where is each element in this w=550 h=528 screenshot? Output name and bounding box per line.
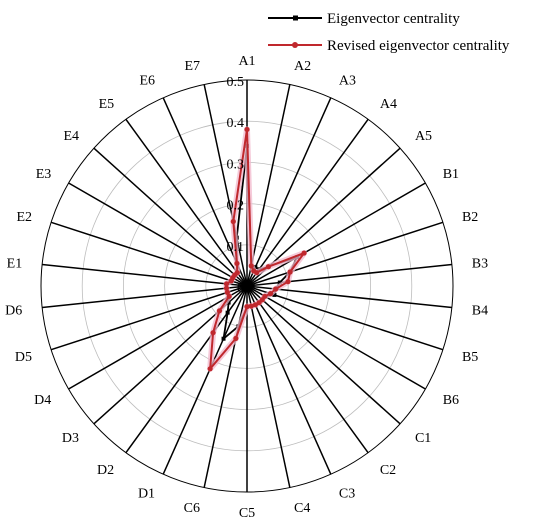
r-tick-label: 0 [237,281,244,296]
spoke-b6 [246,285,426,390]
legend-label: Eigenvector centrality [327,11,460,27]
spoke-e7 [203,84,248,287]
axis-label-a1: A1 [238,54,255,69]
spoke-d1 [162,285,248,475]
data-point [224,289,231,295]
spoke-d5 [50,285,248,351]
axis-label-b5: B5 [462,350,478,365]
spoke-d6 [42,285,248,309]
spoke-c4 [246,285,291,488]
spoke-e4 [93,147,248,287]
axis-label-c6: C6 [184,501,200,516]
data-point [225,310,230,315]
spoke-b1 [246,182,426,287]
legend-label: Revised eigenvector centrality [327,38,510,54]
spoke-b2 [246,221,444,287]
axis-label-b2: B2 [462,210,478,225]
axis-label-a3: A3 [339,74,356,89]
legend-marker [292,42,298,48]
axis-label-e6: E6 [140,74,156,89]
axis-label-c5: C5 [239,506,255,521]
axis-label-e3: E3 [36,167,52,182]
axis-label-e1: E1 [7,256,23,271]
spoke-b5 [246,285,444,351]
axis-label-d1: D1 [138,486,155,501]
axis-label-e4: E4 [63,129,79,144]
data-point [248,263,254,269]
r-tick-label: 0.5 [227,75,245,90]
data-point [244,126,250,133]
data-point [253,265,258,270]
data-point [265,264,272,270]
spoke-b4 [246,285,452,309]
axis-label-d3: D3 [62,431,79,446]
axis-label-c1: C1 [415,431,431,446]
spoke-e2 [50,221,248,287]
data-point [233,335,239,341]
spoke-e3 [68,182,248,287]
spoke-e6 [162,97,248,287]
axis-label-c3: C3 [339,486,355,501]
spoke-a2 [246,84,291,287]
axis-label-e5: E5 [99,97,115,112]
axis-label-a5: A5 [415,129,432,144]
data-point [285,279,291,285]
radar-labels: 0 0.1 0.2 0.3 0.4 0.5 A1 A2 A3 A4 A5 B1 B2 B3 B4 B5 B6 C1… [5,54,488,521]
spoke-c1 [246,285,401,425]
axis-label-e2: E2 [16,210,32,225]
r-tick-label: 0.4 [227,116,245,131]
data-point [252,302,258,308]
spoke-a3 [246,97,332,287]
spoke-e1 [42,263,248,287]
spoke-c2 [246,285,369,454]
data-point [234,270,240,276]
radar-series [207,126,308,372]
axis-label-d2: D2 [97,463,114,478]
data-point [244,304,250,310]
data-point [277,280,282,285]
axis-label-a2: A2 [294,59,311,74]
data-point [273,286,279,292]
data-point [301,250,307,256]
data-point [207,366,213,372]
data-point [248,303,254,309]
data-point [210,330,216,336]
data-point [221,336,226,341]
data-point [223,285,230,291]
data-point [267,291,274,297]
chart-legend: Eigenvector centrality Revised eigenvecto… [268,11,510,54]
axis-label-c4: C4 [294,501,310,516]
axis-label-a4: A4 [380,97,397,112]
r-tick-label: 0.2 [227,199,245,214]
legend-marker [293,15,298,21]
data-point [216,308,223,314]
axis-label-c2: C2 [380,463,396,478]
axis-label-d4: D4 [34,393,51,408]
axis-label-d6: D6 [5,304,22,319]
axis-label-d5: D5 [15,350,32,365]
data-point [234,260,240,267]
spoke-e5 [125,118,248,287]
axis-label-b3: B3 [472,256,488,271]
spoke-c3 [246,285,332,475]
data-point [226,293,232,299]
data-point [287,269,293,275]
spoke-d4 [68,285,248,390]
axis-label-b1: B1 [443,167,459,182]
data-point [230,218,236,225]
data-point [223,281,230,287]
axis-label-b4: B4 [472,304,488,319]
r-tick-label: 0.1 [227,240,245,255]
axis-label-e7: E7 [184,59,200,74]
spoke-a4 [246,118,369,287]
axis-label-b6: B6 [443,393,459,408]
data-point [254,270,260,276]
data-point [272,292,277,297]
data-point [226,300,231,305]
r-tick-label: 0.3 [227,157,245,172]
